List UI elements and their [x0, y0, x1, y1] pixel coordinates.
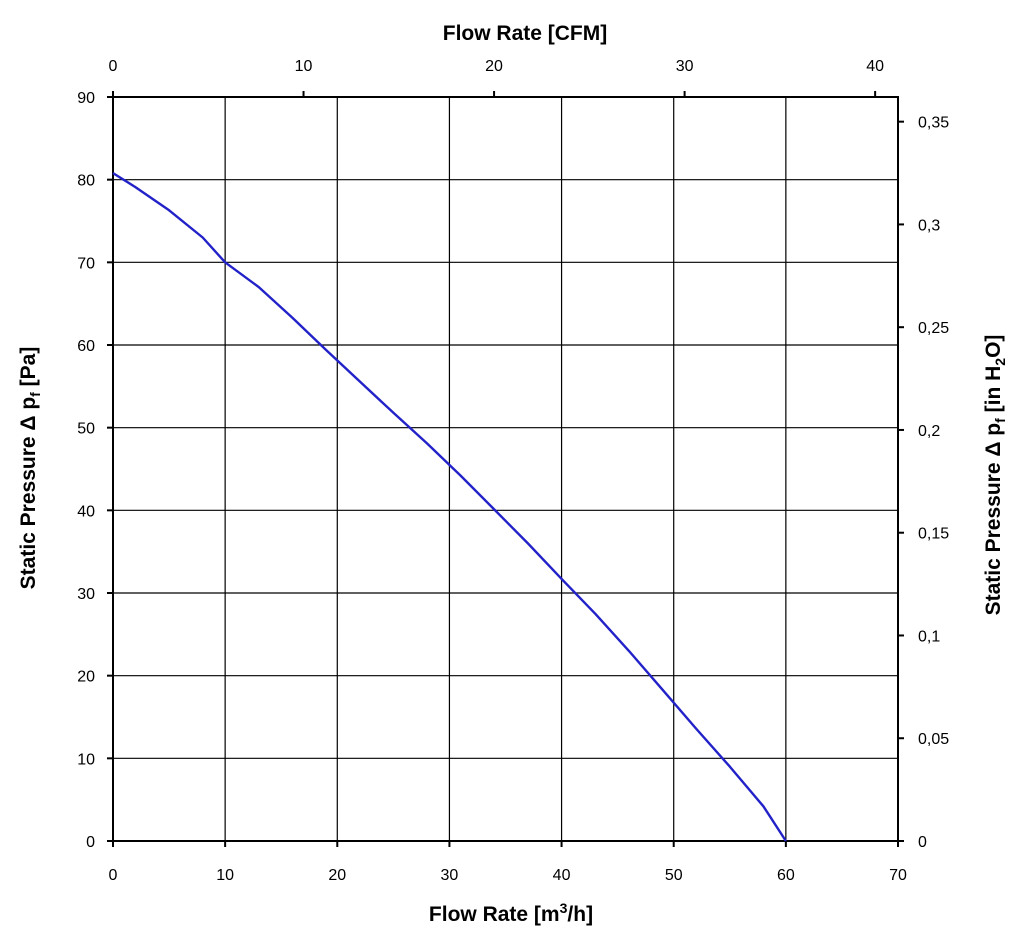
left-tick-label: 40 — [77, 503, 95, 520]
left-axis-ticks: 0 10 20 30 40 50 60 70 80 90 — [77, 90, 113, 851]
left-tick-label: 20 — [77, 669, 95, 686]
right-tick-label: 0,3 — [918, 217, 940, 234]
top-axis-ticks: 0 10 20 30 40 — [109, 58, 884, 97]
right-axis-title: Static Pressure Δ pf [in H2O] — [982, 335, 1008, 616]
top-tick-label: 10 — [295, 58, 313, 75]
left-tick-label: 60 — [77, 338, 95, 355]
right-tick-label: 0,05 — [918, 731, 949, 748]
bottom-axis-ticks: 0 10 20 30 40 50 60 70 — [109, 841, 907, 884]
top-tick-label: 40 — [866, 58, 884, 75]
right-tick-label: 0,2 — [918, 423, 940, 440]
left-tick-label: 0 — [86, 834, 95, 851]
bottom-tick-label: 60 — [777, 867, 795, 884]
left-tick-label: 10 — [77, 751, 95, 768]
bottom-tick-label: 20 — [328, 867, 346, 884]
bottom-tick-label: 40 — [553, 867, 571, 884]
left-tick-label: 70 — [77, 255, 95, 272]
grid-lines — [112, 96, 899, 842]
top-tick-label: 0 — [109, 58, 118, 75]
series-group — [112, 172, 787, 842]
top-tick-label: 20 — [485, 58, 503, 75]
bottom-tick-label: 0 — [109, 867, 118, 884]
pressure-curve-line — [112, 172, 787, 842]
left-tick-label: 50 — [77, 421, 95, 438]
right-tick-label: 0,1 — [918, 628, 940, 645]
top-tick-label: 30 — [676, 58, 694, 75]
right-tick-label: 0 — [918, 834, 927, 851]
left-tick-label: 90 — [77, 90, 95, 107]
left-axis-title: Static Pressure Δ pf [Pa] — [17, 347, 43, 590]
left-tick-label: 80 — [77, 173, 95, 190]
left-tick-label: 30 — [77, 586, 95, 603]
right-tick-label: 0,15 — [918, 526, 949, 543]
plot-frame — [112, 96, 899, 842]
bottom-axis-title: Flow Rate [m3/h] — [429, 900, 593, 926]
top-axis-title: Flow Rate [CFM] — [443, 22, 607, 45]
bottom-tick-label: 70 — [889, 867, 907, 884]
right-tick-label: 0,35 — [918, 115, 949, 132]
right-axis-ticks: 0 0,05 0,1 0,15 0,2 0,25 0,3 0,35 — [898, 115, 949, 851]
right-tick-label: 0,25 — [918, 320, 949, 337]
bottom-tick-label: 30 — [441, 867, 459, 884]
bottom-tick-label: 50 — [665, 867, 683, 884]
bottom-tick-label: 10 — [216, 867, 234, 884]
